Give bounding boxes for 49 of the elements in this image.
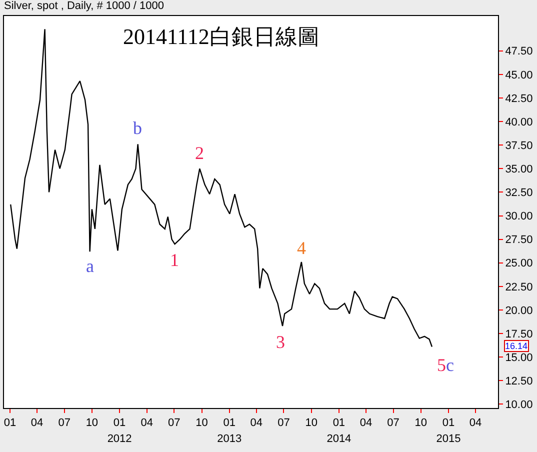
y-tick-label: 35.00 <box>505 164 533 176</box>
x-tick-label: 01 <box>223 417 236 430</box>
annotation: b <box>133 118 142 138</box>
line-series <box>10 28 433 348</box>
chart-title: 20141112白銀日線圖 <box>123 24 320 49</box>
text: Silver, spot , Daily, # 1000 / 1000 <box>4 0 164 12</box>
x2-tick-label: 2015 <box>436 433 461 445</box>
y-tick-label: 12.50 <box>505 376 533 388</box>
x-tick-label: 01 <box>442 417 455 430</box>
y-tick-label: 40.00 <box>505 116 533 128</box>
x-tick-label: 01 <box>332 417 346 430</box>
annotation: 1 <box>170 250 179 270</box>
x-tick-label: 04 <box>30 417 44 430</box>
y-tick-label: 37.50 <box>505 140 533 152</box>
text: 16.14 <box>505 341 528 351</box>
x-tick-label: 04 <box>360 417 372 430</box>
y-tick-label: 25.00 <box>505 258 533 270</box>
x-tick-label: 04 <box>469 417 482 430</box>
y-tick-label: 42.50 <box>505 92 533 105</box>
annotation: 5c <box>437 355 454 375</box>
annotation: 2 <box>195 143 204 163</box>
x-tick-label: 07 <box>58 417 70 430</box>
x-tick-label: 07 <box>278 417 290 430</box>
x-tick-label: 10 <box>414 417 427 430</box>
x-tick-label: 10 <box>86 417 98 430</box>
y-tick-label: 27.50 <box>505 234 533 246</box>
annotation: a <box>86 256 94 276</box>
x-tick-label: 01 <box>4 417 16 430</box>
x-tick-label: 01 <box>113 417 126 430</box>
annotation: 4 <box>297 238 306 258</box>
x2-tick-label: 2014 <box>326 433 352 445</box>
x-tick-label: 04 <box>140 417 153 430</box>
y-tick-label: 32.50 <box>505 187 533 200</box>
x-tick-label: 10 <box>305 417 318 430</box>
y-tick-label: 45.00 <box>505 69 533 82</box>
x2-tick-label: 2013 <box>217 433 242 445</box>
annotation: 3 <box>276 332 285 352</box>
x-tick-label: 07 <box>168 417 180 430</box>
y-tick-label: 15.00 <box>505 352 533 364</box>
y-tick-label: 30.00 <box>505 210 533 223</box>
y-tick-label: 20.00 <box>505 304 533 317</box>
x2-tick-label: 2012 <box>107 433 132 445</box>
x-tick-label: 04 <box>250 417 263 430</box>
x-tick-label: 07 <box>387 417 400 430</box>
y-tick-label: 17.50 <box>505 328 533 340</box>
y-tick-label: 47.50 <box>505 46 533 58</box>
y-tick-label: 22.50 <box>505 281 533 294</box>
y-tick-label: 10.00 <box>505 399 533 412</box>
x-tick-label: 10 <box>196 417 208 430</box>
